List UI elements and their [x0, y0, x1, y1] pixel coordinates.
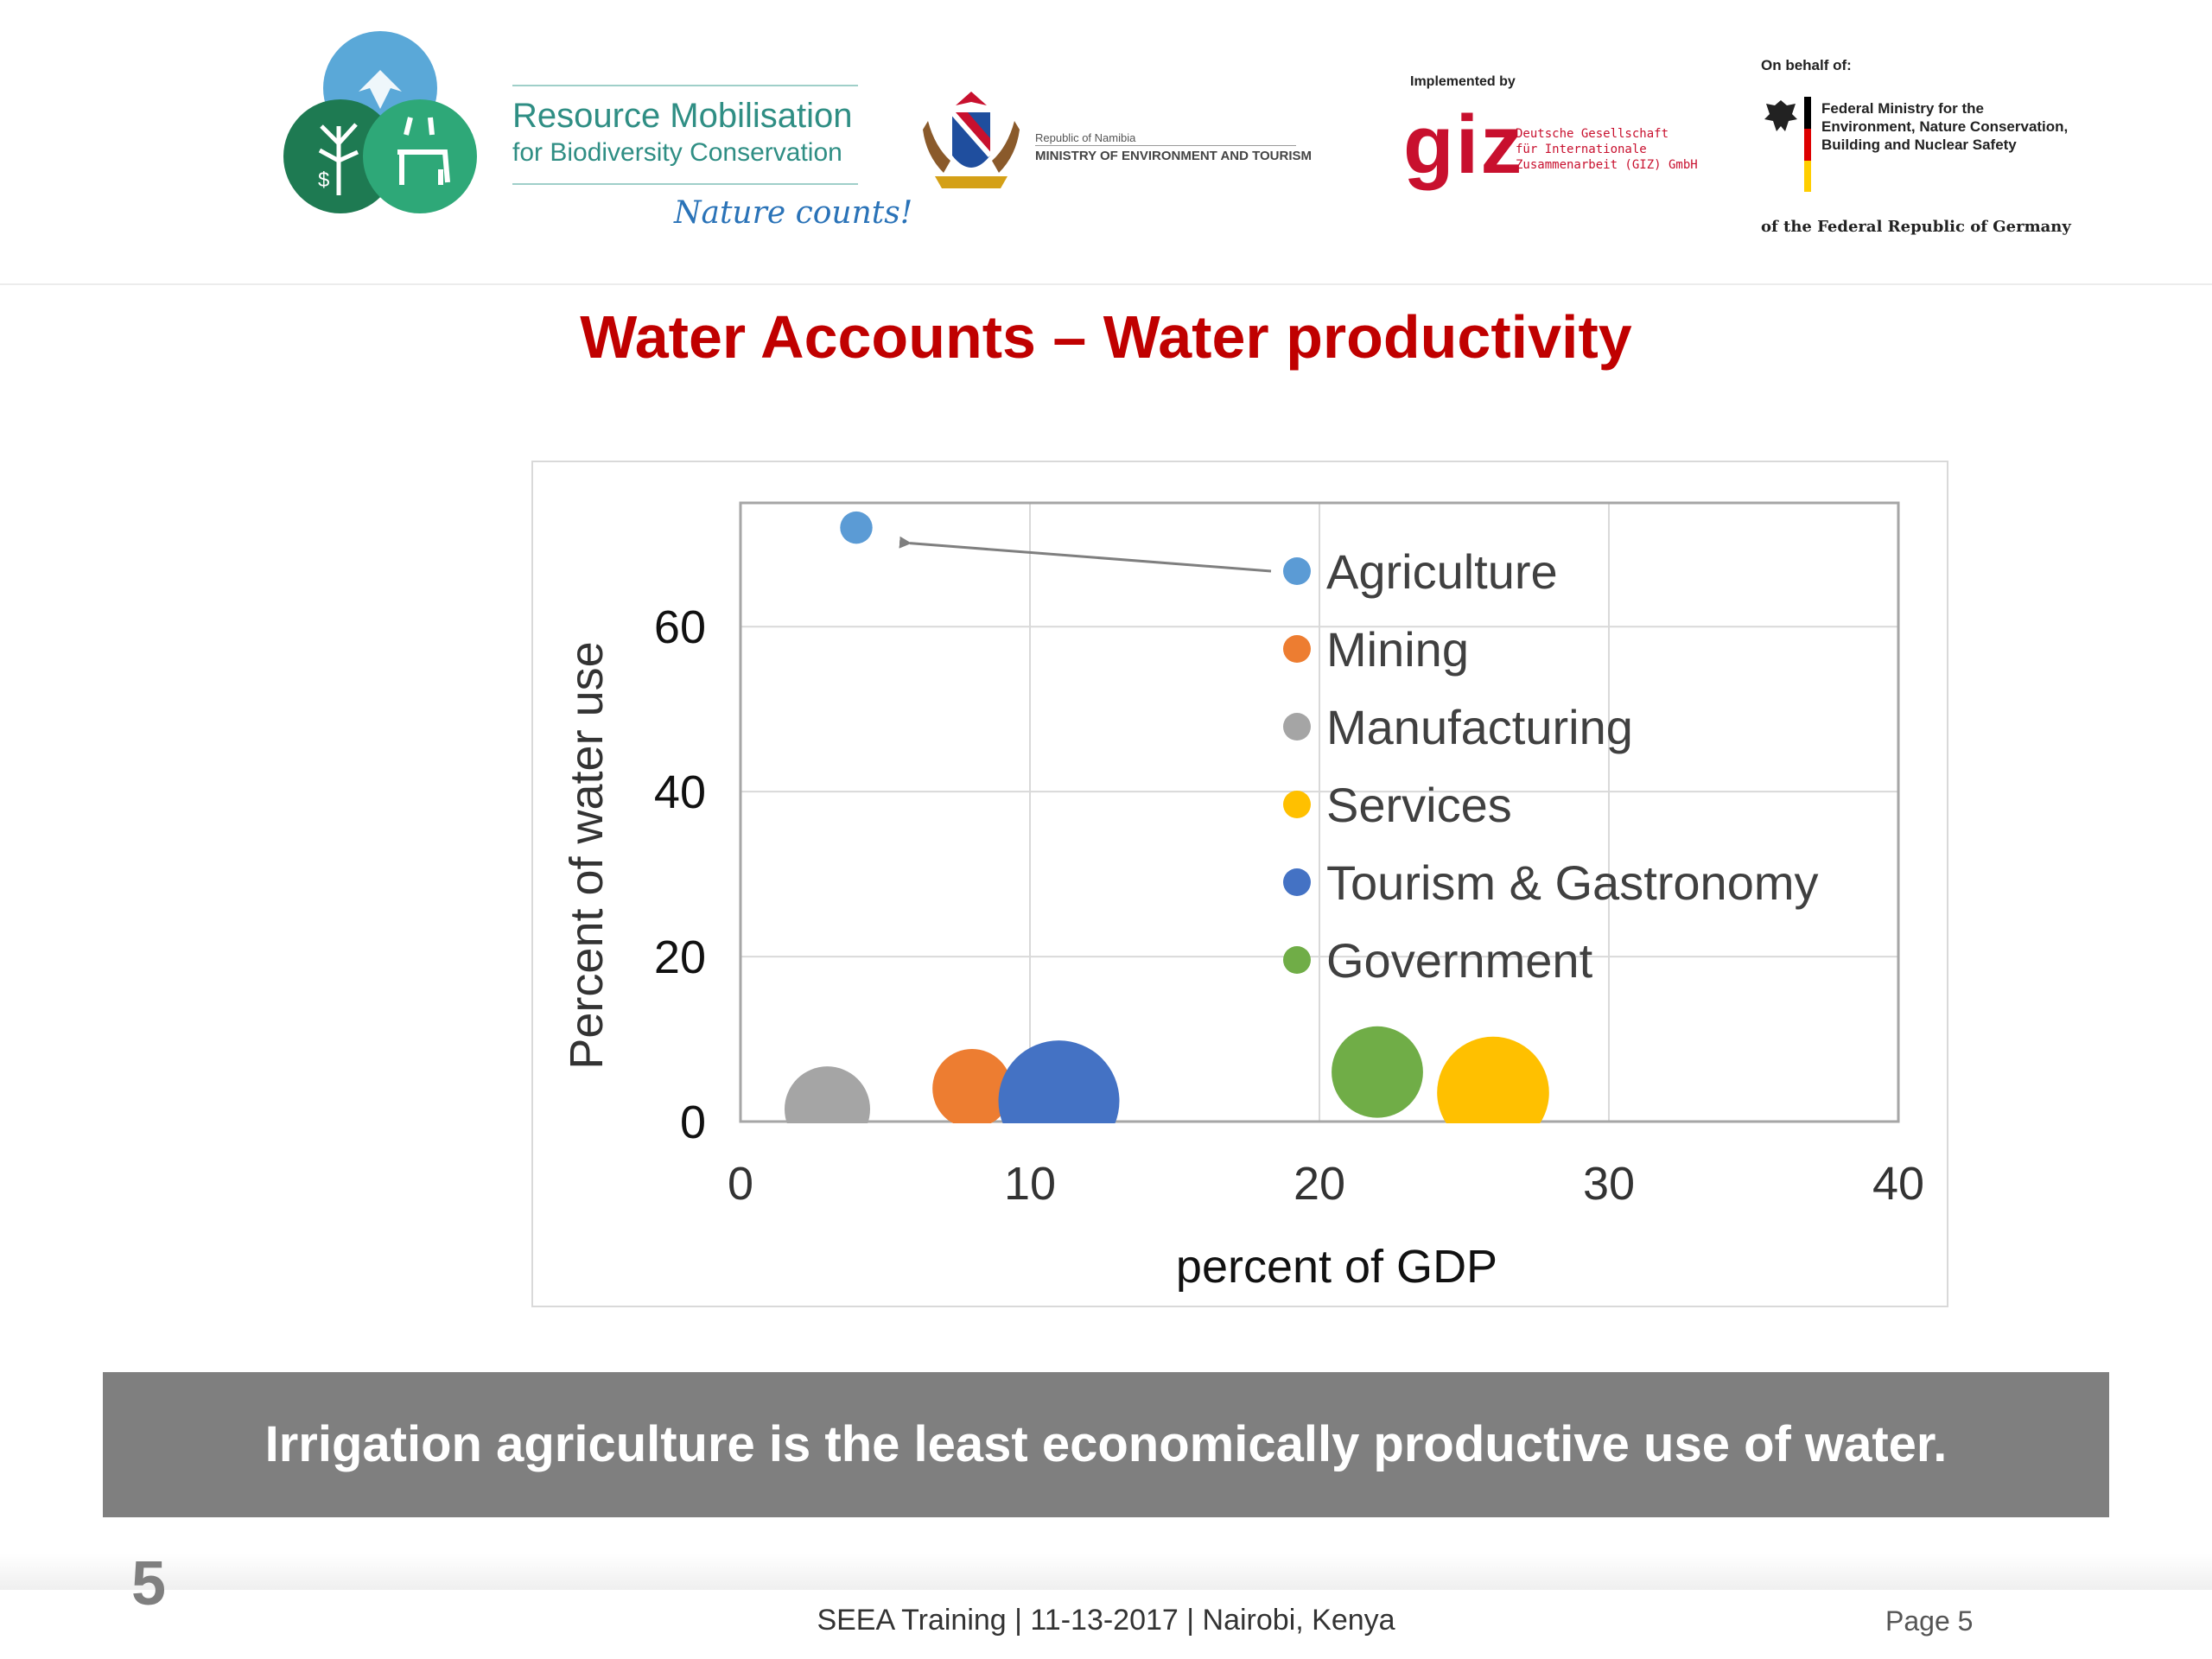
- footer-band: [0, 1554, 2212, 1590]
- on-behalf-label: On behalf of:: [1761, 57, 1852, 73]
- giz-name-line: für Internationale: [1516, 143, 1647, 156]
- giz-name-block: Deutsche Gesellschaft für Internationale…: [1516, 126, 1698, 173]
- legend-swatch: [1283, 791, 1311, 818]
- y-tick-label: 20: [654, 931, 706, 983]
- legend-swatch: [1283, 868, 1311, 896]
- legend-entry: Services: [1326, 778, 1512, 832]
- tick-labels: 0 10 20 30 40 0 20 40 60: [654, 601, 1924, 1210]
- federal-republic-label: of the Federal Republic of Germany: [1761, 218, 2071, 236]
- legend-swatch: [1283, 713, 1311, 741]
- conclusion-banner: Irrigation agriculture is the least econ…: [103, 1372, 2109, 1517]
- agriculture-arrow: [899, 536, 1272, 573]
- giz-logo: giz: [1403, 99, 1524, 191]
- bubble-government: [1332, 1026, 1423, 1118]
- y-axis-label: Percent of water use: [561, 641, 613, 1069]
- biodiversity-logo-icon: $: [283, 31, 477, 213]
- y-tick-label: 0: [680, 1096, 706, 1148]
- plot-frame: [739, 501, 1900, 1123]
- giz-name-line: Deutsche Gesellschaft: [1516, 127, 1669, 141]
- slide-header: $ Resource Mobilisation for Biodiversity…: [0, 0, 2212, 285]
- rm-title: Resource Mobilisation: [512, 97, 853, 135]
- axis-mask: [739, 1123, 1900, 1175]
- svg-text:$: $: [318, 168, 329, 192]
- slide-title: Water Accounts – Water productivity: [580, 303, 1632, 371]
- x-tick-label: 30: [1583, 1158, 1635, 1210]
- legend: Agriculture Mining Manufacturing Services To…: [1283, 544, 1819, 988]
- namibia-republic-label: Republic of Namibia: [1035, 131, 1136, 144]
- bubbles: [739, 511, 1900, 1175]
- bubble-services: [1437, 1036, 1549, 1149]
- legend-swatch: [1283, 946, 1311, 974]
- y-tick-label: 60: [654, 601, 706, 653]
- bubble-mining: [932, 1048, 1012, 1128]
- x-tick-label: 40: [1872, 1158, 1924, 1210]
- rm-divider-bottom: [512, 183, 858, 185]
- bmu-name-line: Building and Nuclear Safety: [1821, 137, 2017, 153]
- bubble-chart: 0 10 20 30 40 0 20 40 60 Agriculture Mining Manufa…: [561, 501, 1924, 1293]
- x-tick-label: 10: [1004, 1158, 1056, 1210]
- rm-subtitle: for Biodiversity Conservation: [512, 138, 842, 167]
- giz-name-line: Zusammenarbeit (GIZ) GmbH: [1516, 158, 1698, 172]
- legend-entry: Manufacturing: [1326, 700, 1633, 754]
- rm-tagline: Nature counts!: [674, 195, 913, 231]
- bmu-name-block: Federal Ministry for the Environment, Na…: [1821, 99, 2068, 154]
- x-tick-label: 0: [728, 1158, 753, 1210]
- legend-entry: Tourism & Gastronomy: [1326, 855, 1819, 910]
- x-axis-label: percent of GDP: [1176, 1241, 1497, 1293]
- namibia-coat-of-arms-icon: [923, 92, 1020, 188]
- bubble-agriculture: [840, 511, 873, 544]
- footer-text: SEEA Training | 11-13-2017 | Nairobi, Ke…: [817, 1604, 1395, 1637]
- slide-number: 5: [131, 1549, 167, 1618]
- y-tick-label: 40: [654, 766, 706, 818]
- x-tick-label: 20: [1294, 1158, 1345, 1210]
- implemented-by-label: Implemented by: [1410, 74, 1516, 89]
- legend-swatch: [1283, 557, 1311, 585]
- legend-swatch: [1283, 635, 1311, 663]
- legend-entry: Government: [1326, 933, 1593, 988]
- page-label: Page 5: [1885, 1605, 1974, 1637]
- bmu-name-line: Environment, Nature Conservation,: [1821, 118, 2069, 135]
- legend-entry: Agriculture: [1326, 544, 1558, 599]
- grid-lines: [740, 503, 1899, 1122]
- chart-container: 0 10 20 30 40 0 20 40 60 Agriculture Mining Manufa…: [531, 461, 1948, 1307]
- german-eagle-icon: [1764, 100, 1797, 131]
- legend-entry: Mining: [1326, 622, 1469, 677]
- namibia-ministry-label: MINISTRY OF ENVIRONMENT AND TOURISM: [1035, 149, 1313, 163]
- rm-divider-top: [512, 85, 858, 86]
- namibia-divider: [1035, 145, 1296, 146]
- german-flag-bar-icon: [1804, 97, 1811, 192]
- bmu-name-line: Federal Ministry for the: [1821, 100, 1984, 117]
